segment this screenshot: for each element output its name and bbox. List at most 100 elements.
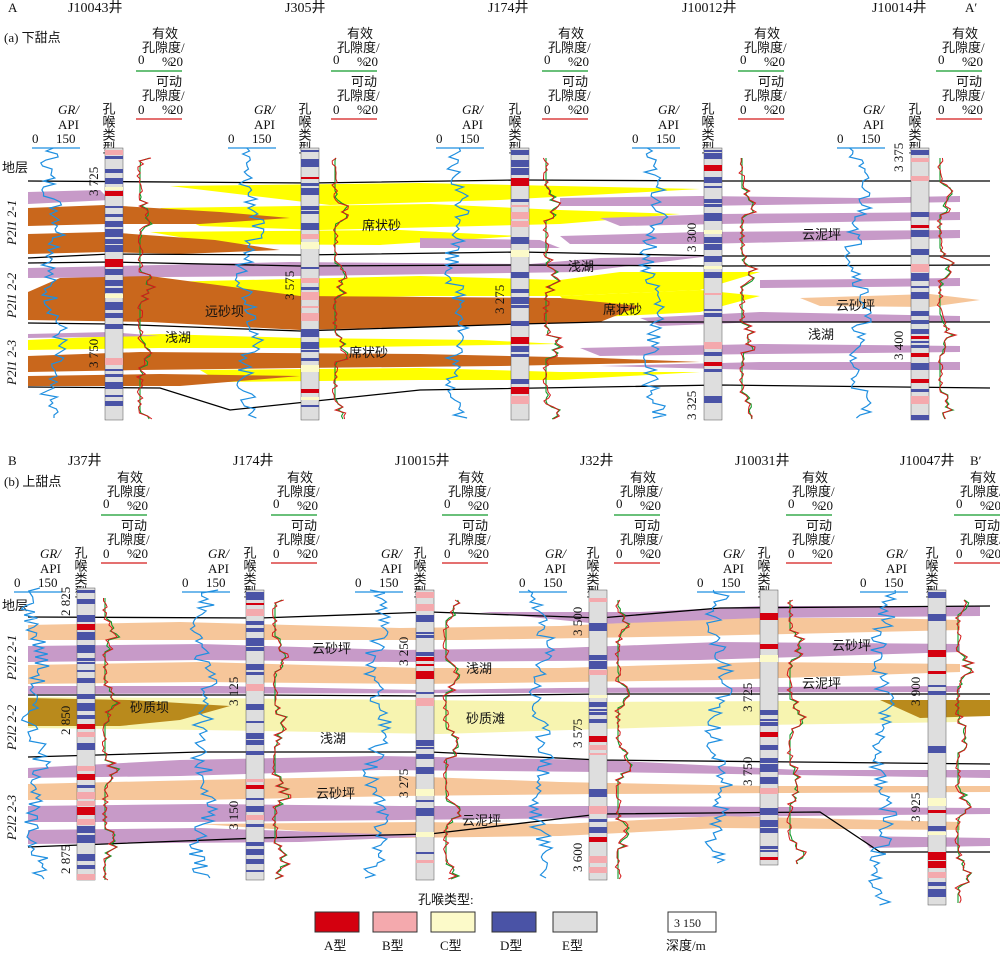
pore-type-band	[105, 187, 123, 190]
pore-type-band	[105, 401, 123, 406]
pore-type-band	[301, 150, 319, 152]
gr-track-unit: API	[462, 117, 483, 132]
legend-label: B型	[382, 938, 404, 953]
pore-type-band	[928, 852, 946, 860]
movable-porosity-title: 可动	[974, 518, 1000, 533]
effective-porosity-title-2: 孔隙度/	[107, 484, 150, 499]
depth-label: 3 275	[396, 769, 411, 798]
pore-type-band	[911, 320, 929, 324]
pore-type-band	[77, 801, 95, 806]
pore-type-band	[246, 647, 264, 651]
pore-type-band	[704, 213, 722, 221]
dolo-mud-body	[28, 804, 990, 822]
gr-curve	[844, 147, 874, 419]
pore-type-band	[246, 609, 264, 616]
legend-depth-value: 3 150	[674, 916, 701, 930]
layer-label: P2l2 2-3	[4, 794, 19, 841]
movable-porosity-max: 20	[648, 546, 661, 561]
gr-scale-min: 0	[519, 575, 526, 590]
pore-type-band	[105, 245, 123, 252]
pore-type-track-title: 孔喉类型	[585, 546, 600, 598]
effective-porosity-title: 有效	[152, 26, 178, 41]
depth-label: 3 750	[86, 339, 101, 368]
effective-porosity-max: 20	[970, 54, 983, 69]
pore-type-band	[589, 702, 607, 707]
pore-type-band	[416, 808, 434, 816]
pore-type-band	[760, 820, 778, 827]
pore-type-band	[301, 242, 319, 249]
pore-type-band	[511, 160, 529, 167]
pore-type-band	[416, 632, 434, 634]
pore-type-band	[301, 389, 319, 393]
pore-type-band	[511, 199, 529, 202]
pore-type-band	[301, 159, 319, 167]
distal-bar-body	[28, 232, 280, 254]
gr-scale-min: 0	[632, 131, 639, 146]
dolo-mud-body	[860, 836, 990, 848]
pore-type-band	[911, 158, 929, 162]
movable-porosity-title: 可动	[291, 518, 317, 533]
pore-type-band	[704, 362, 722, 366]
dolo-mud-body	[580, 344, 960, 356]
gr-scale-max: 150	[206, 575, 226, 590]
effective-porosity-max: 20	[576, 54, 589, 69]
pore-type-band	[77, 766, 95, 771]
pore-type-band	[77, 792, 95, 799]
dolo-mud-body	[28, 190, 110, 204]
legend-depth-sample: 3 150 深度/m	[666, 911, 717, 953]
pore-type-band	[911, 353, 929, 357]
boundary-line	[28, 693, 990, 697]
pore-type-band	[760, 758, 778, 763]
well-name: J174井	[233, 453, 273, 469]
pore-type-band	[77, 662, 95, 664]
movable-porosity-max: 20	[576, 102, 589, 117]
facies-label: 云泥坪	[802, 227, 841, 242]
movable-porosity-curve	[614, 599, 632, 880]
pore-type-band	[760, 777, 778, 784]
pore-type-band	[416, 832, 434, 837]
pore-type-band	[704, 313, 722, 317]
movable-porosity-curve	[786, 599, 808, 865]
facies-label: 浅湖	[165, 330, 191, 345]
pore-type-track-title: 孔喉类型	[924, 546, 939, 598]
pore-type-band	[105, 206, 123, 208]
pore-type-band	[416, 615, 434, 622]
pore-type-band	[928, 826, 946, 831]
movable-porosity-min: 0	[740, 102, 747, 117]
pore-type-band	[589, 806, 607, 814]
depth-label: 3 925	[908, 793, 923, 822]
pore-type-band	[704, 293, 722, 295]
effective-porosity-max: 20	[772, 54, 785, 69]
effective-porosity-title-2: 孔隙度/	[942, 40, 985, 55]
movable-porosity-max: 20	[365, 102, 378, 117]
pore-type-band	[301, 234, 319, 239]
depth-label: 3 600	[570, 843, 585, 872]
movable-porosity-unit: %	[812, 546, 823, 561]
gr-curve	[527, 589, 557, 879]
movable-porosity-title: 可动	[121, 518, 147, 533]
pore-type-band	[416, 800, 434, 802]
movable-porosity-max: 20	[970, 102, 983, 117]
layer-label: P2l1 2-2	[4, 272, 19, 319]
pore-type-band	[760, 745, 778, 750]
movable-porosity-title: 可动	[634, 518, 660, 533]
pore-type-track-title: 孔喉类型	[412, 546, 427, 598]
pore-type-band	[246, 704, 264, 710]
pore-type-band	[77, 599, 95, 604]
sheet-sand-body	[200, 368, 700, 382]
pore-type-band	[105, 369, 123, 371]
pore-type-band	[301, 342, 319, 349]
movable-porosity-curve	[331, 157, 350, 420]
movable-porosity-curve	[101, 598, 122, 881]
pore-type-band	[105, 269, 123, 275]
effective-porosity-unit: %	[962, 54, 973, 69]
effective-porosity-max: 20	[365, 54, 378, 69]
pore-type-band	[704, 204, 722, 207]
pore-type-band	[105, 259, 123, 267]
movable-porosity-curve	[738, 157, 759, 420]
dolo-mud-body	[600, 212, 960, 226]
